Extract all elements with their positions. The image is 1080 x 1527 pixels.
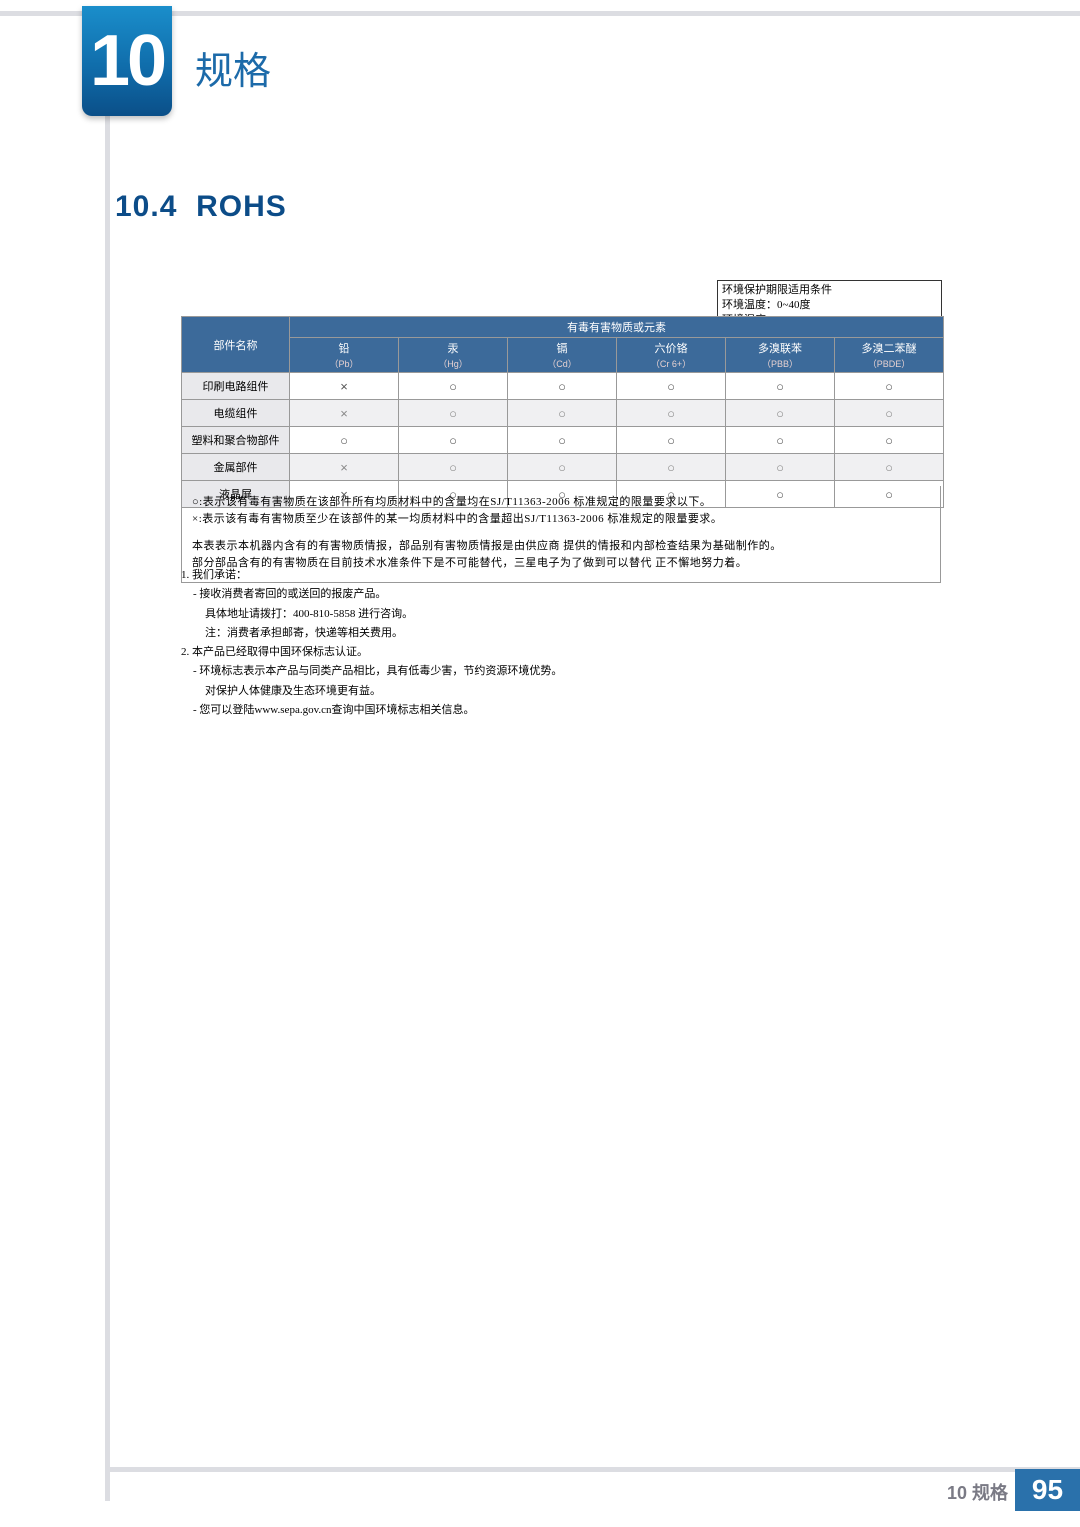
table-row-label: 金属部件 bbox=[182, 454, 290, 481]
table-row-label: 电缆组件 bbox=[182, 400, 290, 427]
footer-rule bbox=[105, 1467, 1080, 1472]
table-row-label: 印刷电路组件 bbox=[182, 373, 290, 400]
footnote-line: 对保护人体健康及生态环境更有益。 bbox=[181, 682, 941, 701]
table-column-header: 多溴二苯醚（PBDE） bbox=[835, 338, 944, 373]
table-cell: × bbox=[290, 400, 399, 427]
table-row: 金属部件×○○○○○ bbox=[182, 454, 944, 481]
table-cell: ○ bbox=[399, 373, 508, 400]
footnote-line: 1. 我们承诺： bbox=[181, 566, 941, 585]
rohs-table: 部件名称 有毒有害物质或元素 铅（Pb）汞（Hg）镉（Cd）六价铬（Cr 6+）… bbox=[181, 316, 944, 508]
table-note-line: ○:表示该有毒有害物质在该部件所有均质材料中的含量均在SJ/T11363-200… bbox=[192, 494, 930, 511]
table-group-header: 有毒有害物质或元素 bbox=[290, 317, 944, 338]
table-column-header: 镉（Cd） bbox=[508, 338, 617, 373]
table-row: 塑料和聚合物部件○○○○○○ bbox=[182, 427, 944, 454]
env-line: 环境保护期限适用条件 bbox=[722, 283, 937, 298]
table-cell: ○ bbox=[835, 454, 944, 481]
table-cell: ○ bbox=[508, 373, 617, 400]
table-cell: × bbox=[290, 454, 399, 481]
table-cell: ○ bbox=[726, 373, 835, 400]
section-name: ROHS bbox=[196, 190, 287, 223]
table-cell: ○ bbox=[726, 454, 835, 481]
table-cell: ○ bbox=[726, 400, 835, 427]
table-note-line: ×:表示该有毒有害物质至少在该部件的某一均质材料中的含量超出SJ/T11363-… bbox=[192, 511, 930, 528]
section-title: 10.4 ROHS bbox=[115, 190, 287, 224]
footnote-line: 注：消费者承担邮寄，快递等相关费用。 bbox=[181, 624, 941, 643]
page-left-rule bbox=[105, 11, 110, 1501]
table-cell: ○ bbox=[508, 400, 617, 427]
table-column-header: 汞（Hg） bbox=[399, 338, 508, 373]
chapter-title: 规格 bbox=[195, 40, 271, 95]
table-cell: ○ bbox=[617, 373, 726, 400]
footer-chapter-ref: 10 规格 bbox=[947, 1479, 1008, 1505]
table-row: 印刷电路组件×○○○○○ bbox=[182, 373, 944, 400]
table-cell: ○ bbox=[835, 373, 944, 400]
chapter-number-badge: 10 bbox=[82, 6, 172, 116]
page-footer: 10 规格 95 bbox=[0, 1467, 1080, 1511]
footnotes: 1. 我们承诺： - 接收消费者寄回的或送回的报废产品。 具体地址请拨打：400… bbox=[181, 566, 941, 720]
table-cell: ○ bbox=[508, 454, 617, 481]
table-cell: ○ bbox=[617, 427, 726, 454]
table-cell: ○ bbox=[290, 427, 399, 454]
footer-page-number: 95 bbox=[1015, 1469, 1080, 1511]
table-cell: ○ bbox=[399, 400, 508, 427]
table-cell: ○ bbox=[617, 454, 726, 481]
table-row: 电缆组件×○○○○○ bbox=[182, 400, 944, 427]
table-cell: ○ bbox=[399, 427, 508, 454]
table-cell: ○ bbox=[726, 427, 835, 454]
table-column-header: 六价铬（Cr 6+） bbox=[617, 338, 726, 373]
footnote-line: 具体地址请拨打：400-810-5858 进行咨询。 bbox=[181, 605, 941, 624]
table-cell: × bbox=[290, 373, 399, 400]
table-cell: ○ bbox=[835, 400, 944, 427]
footnote-line: - 环境标志表示本产品与同类产品相比，具有低毒少害，节约资源环境优势。 bbox=[181, 662, 941, 681]
table-cell: ○ bbox=[508, 427, 617, 454]
section-number: 10.4 bbox=[115, 190, 177, 223]
table-column-header: 多溴联苯（PBB） bbox=[726, 338, 835, 373]
table-corner-header: 部件名称 bbox=[182, 317, 290, 373]
footnote-line: 2. 本产品已经取得中国环保标志认证。 bbox=[181, 643, 941, 662]
table-column-header: 铅（Pb） bbox=[290, 338, 399, 373]
footnote-line: - 接收消费者寄回的或送回的报废产品。 bbox=[181, 585, 941, 604]
table-note-line: 本表表示本机器内含有的有害物质情报，部品别有害物质情报是由供应商 提供的情报和内… bbox=[192, 538, 930, 555]
env-line: 环境温度：0~40度 bbox=[722, 298, 937, 313]
table-row-label: 塑料和聚合物部件 bbox=[182, 427, 290, 454]
table-cell: ○ bbox=[835, 427, 944, 454]
table-cell: ○ bbox=[399, 454, 508, 481]
table-cell: ○ bbox=[617, 400, 726, 427]
footnote-line: - 您可以登陆www.sepa.gov.cn查询中国环境标志相关信息。 bbox=[181, 701, 941, 720]
